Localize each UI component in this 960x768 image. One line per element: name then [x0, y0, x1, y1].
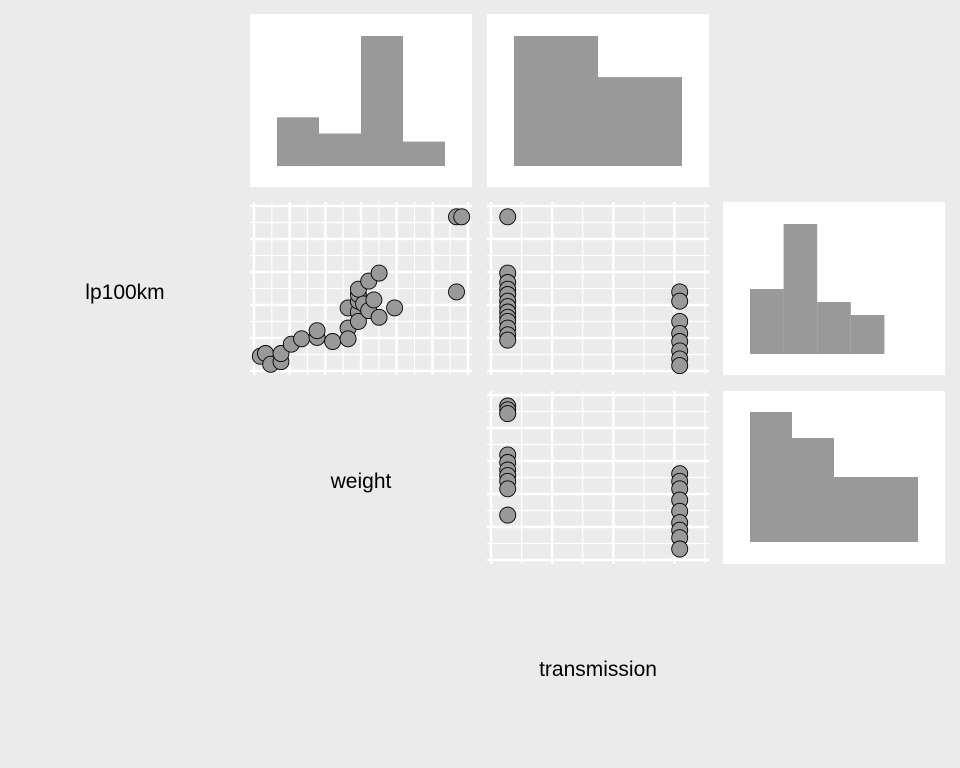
histogram-bar — [319, 133, 361, 166]
scatter-point — [453, 208, 471, 226]
matrix-panels — [250, 14, 945, 564]
histogram-bar — [817, 302, 851, 354]
scatter-point — [349, 312, 367, 330]
histogram-bar — [514, 36, 598, 166]
scatter-point — [365, 291, 383, 309]
scatter-point — [671, 292, 689, 310]
histogram-bar — [361, 36, 403, 166]
scatter-point — [339, 330, 357, 348]
variable-label-weight: weight — [330, 470, 392, 493]
scatter-point — [499, 480, 517, 498]
histogram-bar — [598, 77, 682, 166]
histogram-bar — [834, 477, 876, 542]
scatter-point — [499, 208, 517, 226]
histogram-bar — [403, 141, 445, 166]
scatter-point — [308, 322, 326, 340]
scatter-point — [499, 331, 517, 349]
histogram-bar — [792, 438, 834, 542]
histogram-bar — [876, 477, 918, 542]
scatter-point — [499, 405, 517, 423]
variable-label-transmission: transmission — [539, 658, 657, 681]
scatter-point — [499, 506, 517, 524]
scatter-point — [324, 333, 342, 350]
scatter-point — [671, 540, 689, 558]
scatter-point — [370, 308, 388, 326]
histogram-bar — [850, 315, 885, 354]
histogram-bar — [750, 412, 792, 542]
scatter-point — [370, 264, 388, 282]
scatter-point — [671, 357, 689, 375]
histogram-bar — [783, 224, 818, 354]
scatter-point — [293, 330, 311, 348]
variable-label-lp100km: lp100km — [85, 281, 164, 304]
scatter-point — [386, 299, 404, 317]
scatter-point — [448, 283, 465, 301]
histogram-bar — [277, 117, 319, 167]
histogram-bar — [750, 289, 784, 354]
